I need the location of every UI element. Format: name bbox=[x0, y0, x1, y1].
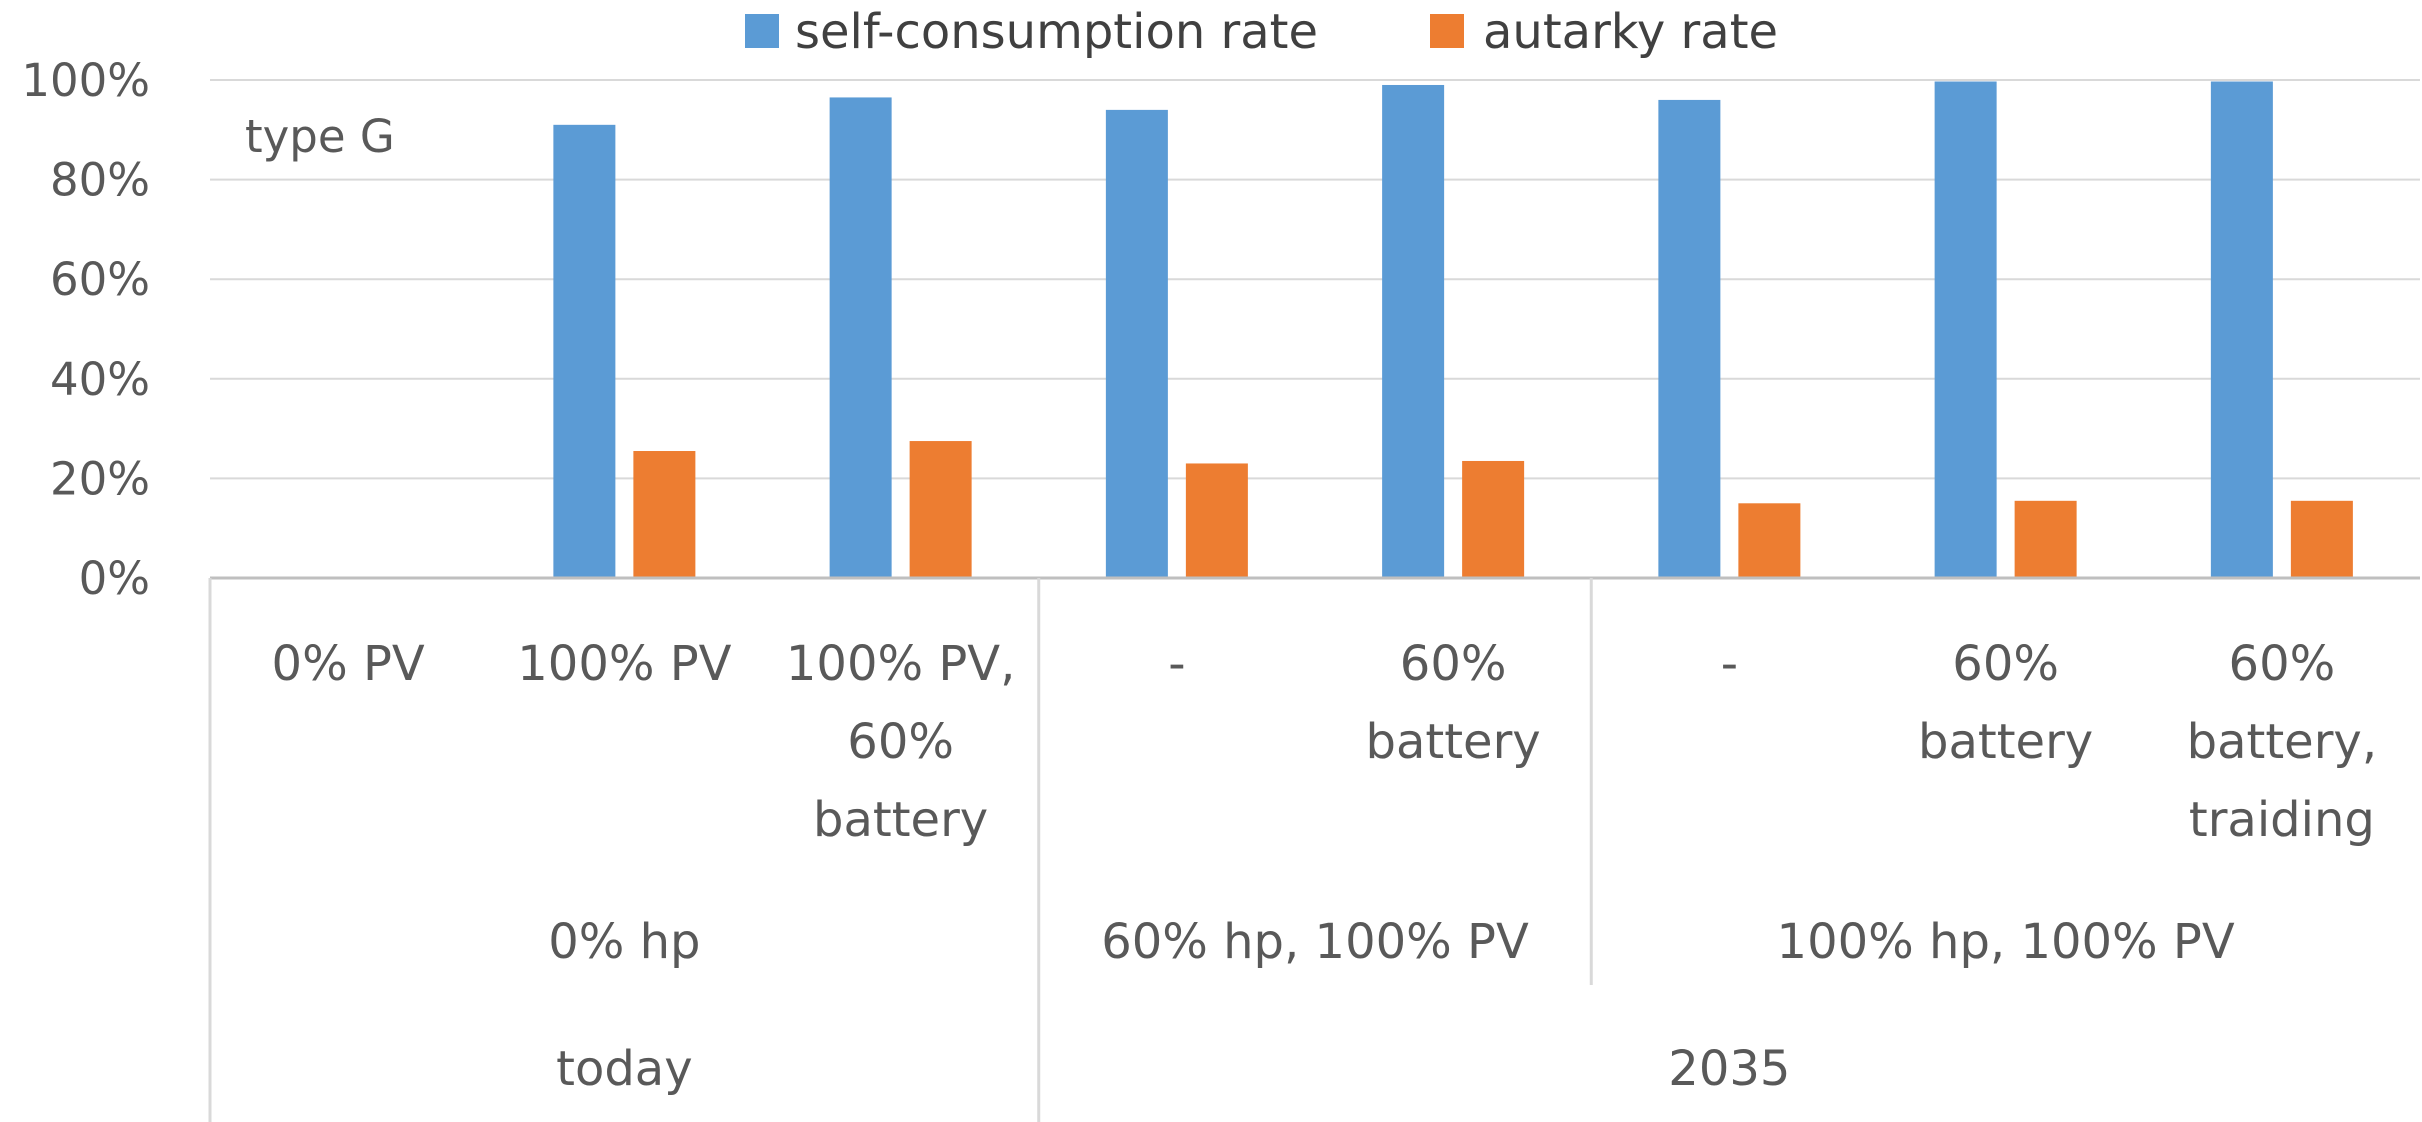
bar-self-consumption-7 bbox=[2210, 81, 2273, 578]
bar-autarky-1 bbox=[633, 451, 696, 578]
x-supergroup-label: 2035 bbox=[1668, 1041, 1790, 1097]
bars bbox=[553, 81, 2353, 579]
y-tick-label: 40% bbox=[50, 353, 150, 406]
bar-self-consumption-4 bbox=[1382, 84, 1445, 578]
x-category-label: 60% battery bbox=[1918, 636, 2093, 770]
bar-self-consumption-2 bbox=[829, 97, 892, 579]
x-category-label: 0% PV bbox=[272, 636, 425, 692]
x-axis: 0% PV 100% PV 100% PV, 60% battery - 60% batter… bbox=[208, 576, 2420, 1122]
bar-self-consumption-1 bbox=[553, 124, 616, 578]
x-category-label-line: 60% bbox=[847, 714, 954, 770]
x-category-label: 100% PV, 60% battery bbox=[786, 636, 1016, 848]
y-tick-label: 80% bbox=[50, 154, 150, 207]
x-category-label-line: 60% bbox=[1400, 636, 1507, 692]
legend-label: self-consumption rate bbox=[795, 4, 1318, 60]
x-category-label: 60% battery bbox=[1366, 636, 1541, 770]
x-category-label-line: battery, bbox=[2187, 714, 2377, 770]
bar-autarky-7 bbox=[2290, 500, 2353, 578]
bar-autarky-4 bbox=[1462, 460, 1525, 578]
x-category-label-line: 0% PV bbox=[272, 636, 425, 692]
x-category-label-line: 60% bbox=[1952, 636, 2059, 692]
x-category-label-line: 100% PV, bbox=[786, 636, 1016, 692]
y-tick-label: 20% bbox=[50, 452, 150, 505]
legend: self-consumption rate autarky rate bbox=[745, 4, 1778, 60]
x-group-label: 0% hp bbox=[548, 914, 700, 970]
x-category-label-line: battery bbox=[1918, 714, 2093, 770]
gridlines bbox=[210, 79, 2420, 480]
x-category-label: 100% PV bbox=[517, 636, 731, 692]
x-category-label-line: 100% PV bbox=[517, 636, 731, 692]
y-axis-tick-labels: 0% 20% 40% 60% 80% 100% bbox=[21, 54, 150, 605]
x-supergroup-label: today bbox=[556, 1041, 692, 1097]
legend-swatch-self-consumption bbox=[745, 14, 779, 48]
bar-autarky-6 bbox=[2014, 500, 2077, 578]
bar-self-consumption-6 bbox=[1934, 81, 1997, 578]
x-category-label: 60% battery, traiding bbox=[2187, 636, 2377, 848]
x-category-label-line: battery bbox=[813, 792, 988, 848]
x-category-label-line: battery bbox=[1366, 714, 1541, 770]
x-category-label-line: - bbox=[1721, 636, 1738, 692]
x-category-label-line: traiding bbox=[2189, 792, 2375, 848]
x-category-label: - bbox=[1168, 636, 1185, 692]
y-tick-label: 100% bbox=[21, 54, 150, 107]
x-category-label: - bbox=[1721, 636, 1738, 692]
bar-self-consumption-5 bbox=[1658, 99, 1721, 579]
bar-autarky-2 bbox=[909, 441, 972, 578]
x-category-label-line: - bbox=[1168, 636, 1185, 692]
legend-label: autarky rate bbox=[1483, 4, 1778, 60]
x-category-label-line: 60% bbox=[2229, 636, 2336, 692]
chart-annotation: type G bbox=[245, 110, 395, 163]
bar-self-consumption-3 bbox=[1105, 109, 1168, 578]
bar-autarky-3 bbox=[1185, 463, 1248, 578]
y-tick-label: 0% bbox=[79, 552, 150, 605]
y-tick-label: 60% bbox=[50, 253, 150, 306]
x-group-label: 60% hp, 100% PV bbox=[1101, 914, 1529, 970]
bar-autarky-5 bbox=[1738, 503, 1801, 578]
x-group-label: 100% hp, 100% PV bbox=[1777, 914, 2235, 970]
legend-swatch-autarky bbox=[1430, 14, 1464, 48]
